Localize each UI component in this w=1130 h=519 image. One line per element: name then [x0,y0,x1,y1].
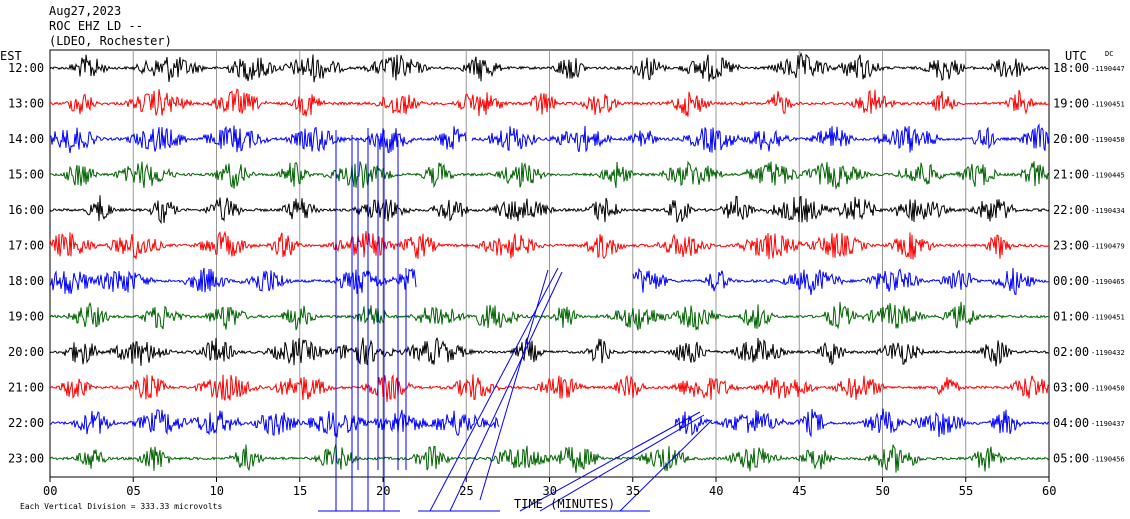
est-row-label: 22:00 [8,416,44,430]
dc-offset-label: -1190447 [1091,65,1125,73]
x-ticks: 00 05 10 15 20 25 30 35 40 45 50 55 60 [43,477,1056,498]
seismic-trace [49,88,1050,117]
spike-line [429,267,559,512]
est-row-label: 14:00 [8,132,44,146]
dc-offset-label: -1190445 [1091,172,1125,180]
scale-note: Each Vertical Division = 333.33 microvol… [20,502,222,511]
est-row-label: 20:00 [8,345,44,359]
utc-axis-label: UTC [1065,49,1087,63]
est-row-label: 16:00 [8,203,44,217]
seismic-trace [49,195,1050,225]
est-row-label: 15:00 [8,168,44,182]
seismic-trace [49,123,1050,154]
dc-offset-label: -1190450 [1091,136,1125,144]
x-tick-label: 50 [876,484,890,498]
utc-row-label: 23:00 [1053,239,1089,253]
utc-row-label: 03:00 [1053,381,1089,395]
utc-row-label: 22:00 [1053,203,1089,217]
seismic-trace [49,443,1050,473]
x-tick-label: 45 [792,484,806,498]
x-tick-label: 10 [210,484,224,498]
seismic-trace [49,373,1050,402]
chart-network: (LDEO, Rochester) [49,34,172,48]
seismic-trace [49,160,1050,191]
x-tick-label: 05 [126,484,140,498]
spike-line [619,419,713,512]
dc-offset-label: -1190450 [1091,385,1125,393]
utc-row-label: 04:00 [1053,416,1089,430]
utc-row-label: 00:00 [1053,274,1089,288]
x-axis-title: TIME (MINUTES) [514,497,615,511]
x-tick-label: 25 [459,484,473,498]
est-axis-label: EST [0,49,22,63]
seismic-trace [49,267,1050,295]
chart-station: ROC EHZ LD -- [49,19,143,33]
x-tick-label: 15 [293,484,307,498]
x-tick-label: 40 [709,484,723,498]
x-tick-label: 60 [1042,484,1056,498]
est-row-label: 21:00 [8,381,44,395]
spike-lines [318,128,713,512]
x-tick-label: 20 [376,484,390,498]
dc-offset-label: -1190456 [1091,456,1125,464]
est-row-label: 13:00 [8,97,44,111]
spike-line [519,411,701,512]
dc-offset-label: -1190437 [1091,420,1125,428]
utc-row-label: 18:00 [1053,61,1089,75]
dc-label: DC [1105,50,1113,58]
utc-row-label: 01:00 [1053,310,1089,324]
dc-offset-label: -1190479 [1091,243,1125,251]
seismic-trace [49,301,1050,331]
seismic-trace [49,408,1050,438]
x-tick-label: 35 [626,484,640,498]
est-row-label: 18:00 [8,274,44,288]
chart-date: Aug27,2023 [49,4,121,18]
spike-line [479,269,549,501]
utc-row-label: 21:00 [1053,168,1089,182]
seismic-trace [49,336,1050,367]
dc-offset-label: -1190465 [1091,278,1125,286]
spike-line [539,414,705,512]
x-tick-label: 00 [43,484,57,498]
dc-offset-label: -1190451 [1091,101,1125,109]
utc-row-label: 05:00 [1053,452,1089,466]
utc-row-label: 20:00 [1053,132,1089,146]
grid [132,50,967,477]
dc-offset-label: -1190432 [1091,349,1125,357]
seismic-trace [49,51,1050,83]
seismic-trace [49,230,1050,261]
est-row-label: 12:00 [8,61,44,75]
est-row-label: 19:00 [8,310,44,324]
x-tick-label: 55 [959,484,973,498]
x-tick-label: 30 [543,484,557,498]
dc-offset-label: -1190451 [1091,314,1125,322]
dc-offset-label: -1190434 [1091,207,1125,215]
est-row-label: 17:00 [8,239,44,253]
traces [49,51,1050,473]
est-row-label: 23:00 [8,452,44,466]
utc-row-label: 02:00 [1053,345,1089,359]
spike-line [449,271,563,512]
utc-row-label: 19:00 [1053,97,1089,111]
